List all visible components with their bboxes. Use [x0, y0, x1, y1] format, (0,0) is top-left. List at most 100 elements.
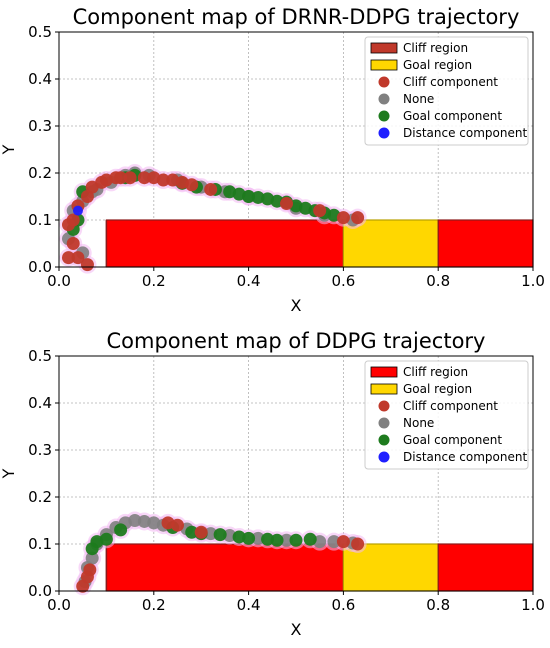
legend-label: Cliff region [403, 41, 468, 55]
x-tick-label: 1.0 [521, 272, 545, 290]
cliff-component-point [137, 171, 151, 185]
cliff-component-point [351, 537, 365, 551]
x-tick-label: 0.0 [47, 272, 71, 290]
x-tick-label: 0.2 [142, 272, 166, 290]
y-axis-label: Y [0, 144, 18, 155]
y-tick-label: 0.0 [28, 582, 52, 600]
goal-component-point [213, 528, 227, 542]
y-axis-label: Y [0, 468, 18, 479]
cliff-component-point [80, 258, 94, 272]
cliff-component-point [351, 211, 365, 225]
x-axis-label: X [291, 296, 302, 315]
cliff-component-point [204, 182, 218, 196]
legend-cliff-component-marker [378, 76, 390, 88]
cliff-component-point [83, 563, 97, 577]
legend-distance-component-marker [378, 451, 390, 463]
cliff-component-point [336, 211, 350, 225]
legend-goal-region-swatch [370, 383, 398, 395]
legend-goal-region-swatch [370, 59, 398, 71]
legend-none-marker [378, 93, 390, 105]
y-tick-label: 0.2 [28, 488, 52, 506]
legend-label: Goal region [403, 58, 472, 72]
legend-label: Cliff component [403, 399, 498, 413]
goal-component-point [242, 190, 256, 203]
y-tick-label: 0.3 [28, 117, 52, 135]
x-tick-label: 0.4 [237, 596, 261, 614]
goal-component-point [261, 532, 275, 546]
legend-label: Goal component [403, 109, 502, 123]
x-axis-label: X [291, 620, 302, 639]
goal-component-point [99, 532, 113, 546]
cliff-component-point [313, 204, 327, 218]
legend: Cliff region Goal region Cliff component No… [364, 360, 529, 470]
x-tick-label: 0.2 [142, 596, 166, 614]
legend-label: Cliff component [403, 75, 498, 89]
goal-component-point [303, 532, 317, 546]
legend-cliff-component-marker [378, 400, 390, 412]
y-tick-label: 0.0 [28, 258, 52, 276]
legend-none-marker [378, 417, 390, 429]
x-tick-label: 1.0 [521, 596, 545, 614]
y-tick-label: 0.1 [28, 211, 52, 229]
cliff-component-point [280, 197, 294, 211]
none-point [251, 531, 265, 545]
y-tick-label: 0.3 [28, 441, 52, 459]
y-tick-label: 0.5 [28, 23, 52, 41]
cliff-component-point [336, 535, 350, 549]
axes-frame [58, 355, 534, 592]
chart-drnr-ddpg: Component map of DRNR-DDPG trajectory 0.0… [0, 5, 545, 315]
legend: Cliff region Goal region Cliff component No… [364, 36, 529, 146]
goal-component-point [270, 533, 284, 547]
cliff-component-point [171, 518, 184, 532]
y-tick-label: 0.4 [28, 70, 52, 88]
cliff-component-point [156, 173, 170, 187]
legend-label: Goal region [403, 382, 472, 396]
cliff-component-point [114, 171, 128, 185]
none-point [85, 551, 99, 565]
cliff-region [437, 543, 534, 592]
cliff-component-point [185, 178, 199, 192]
cliff-component-point [61, 251, 75, 265]
legend-cliff-region-swatch [370, 366, 398, 378]
chart-title: Component map of DDPG trajectory [107, 329, 486, 353]
none-point [128, 514, 142, 527]
cliff-component-point [194, 525, 208, 539]
cliff-component-point [71, 251, 85, 265]
legend-label: None [403, 416, 434, 430]
chart-title: Component map of DRNR-DDPG trajectory [73, 5, 520, 29]
y-tick-label: 0.2 [28, 164, 52, 182]
cliff-region [105, 543, 345, 592]
x-tick-label: 0.6 [331, 596, 355, 614]
cliff-region [105, 219, 345, 268]
y-tick-label: 0.5 [28, 347, 52, 365]
legend-label: Distance component [403, 126, 527, 140]
cliff-component-point [66, 213, 80, 227]
legend-label: Cliff region [403, 365, 468, 379]
distance-component-point [72, 205, 83, 216]
legend-goal-component-marker [378, 110, 390, 122]
x-tick-label: 0.4 [237, 272, 261, 290]
legend-box [364, 36, 529, 146]
x-tick-label: 0.8 [426, 596, 450, 614]
legend-label: None [403, 92, 434, 106]
legend-label: Goal component [403, 433, 502, 447]
legend-box [364, 360, 529, 470]
x-tick-label: 0.0 [47, 596, 71, 614]
x-tick-label: 0.6 [331, 272, 355, 290]
goal-component-point [114, 523, 128, 537]
x-tick-label: 0.8 [426, 272, 450, 290]
cliff-component-point [66, 237, 80, 250]
cliff-region [437, 219, 534, 268]
none-point [327, 535, 341, 549]
axes-frame [58, 31, 534, 268]
goal-component-point [242, 531, 256, 545]
y-tick-label: 0.1 [28, 535, 52, 553]
none-point [280, 533, 294, 547]
cliff-component-point [123, 171, 137, 185]
legend-distance-component-marker [378, 127, 390, 139]
goal-component-point [289, 533, 303, 547]
legend-label: Distance component [403, 450, 527, 464]
chart-ddpg: Component map of DDPG trajectory 0.0 0.2 0.… [0, 329, 545, 639]
legend-goal-component-marker [378, 434, 390, 446]
